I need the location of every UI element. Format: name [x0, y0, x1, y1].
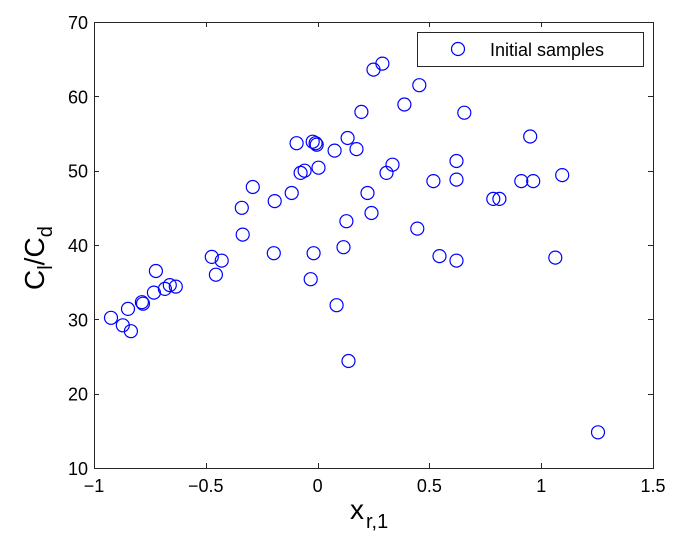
data-point-circle-icon — [305, 134, 320, 149]
data-point-circle-icon — [148, 263, 163, 279]
data-point-circle-icon — [410, 221, 425, 236]
data-point-circle-icon — [426, 174, 441, 189]
data-point-circle-icon — [245, 179, 260, 195]
y-axis-label-c2: C — [19, 237, 50, 257]
data-point-circle-icon — [162, 278, 177, 293]
x-tick-label: 0 — [313, 476, 323, 496]
data-point-circle-icon — [526, 174, 541, 189]
y-tick-label: 70 — [68, 13, 88, 33]
data-point-circle-icon — [329, 298, 344, 313]
x-tick-label: 0.5 — [417, 476, 442, 496]
y-axis-label-sub2: d — [35, 226, 57, 237]
plot-area — [94, 22, 653, 468]
x-tick-labels: −1 −0.5 0 0.5 1 1.5 — [84, 476, 666, 496]
data-point-circle-icon — [204, 249, 219, 264]
x-tick-label: −0.5 — [188, 476, 224, 496]
data-point-circle-icon — [284, 185, 299, 201]
data-point-circle-icon — [449, 253, 464, 268]
data-point-circle-icon — [308, 136, 323, 151]
data-point-circle-icon — [120, 301, 136, 316]
x-axis-label: x r,1 — [350, 494, 388, 533]
data-point-circle-icon — [364, 205, 379, 221]
data-point-circle-icon — [336, 240, 351, 255]
data-point-circle-icon — [266, 246, 281, 261]
data-point-circle-icon — [523, 129, 538, 144]
data-point-circle-icon — [590, 425, 606, 440]
y-tick-label: 40 — [68, 236, 88, 256]
data-point-circle-icon — [289, 136, 304, 151]
y-axis-label-sub1: l — [35, 265, 57, 269]
x-axis-label-main: x — [350, 494, 364, 525]
data-points — [103, 56, 606, 440]
data-point-circle-icon — [123, 324, 138, 339]
data-point-circle-icon — [385, 157, 400, 172]
data-point-circle-icon — [214, 253, 229, 268]
data-point-circle-icon — [555, 168, 570, 183]
y-tick-label: 20 — [68, 385, 88, 405]
data-point-circle-icon — [341, 353, 356, 369]
x-axis-label-sub: r,1 — [366, 511, 388, 533]
legend: Initial samples — [417, 32, 644, 67]
y-axis-label-c1: C — [19, 270, 50, 290]
data-point-circle-icon — [208, 267, 223, 282]
y-tick-label: 60 — [68, 87, 88, 107]
data-point-circle-icon — [375, 56, 390, 71]
data-point-circle-icon — [486, 191, 501, 206]
data-point-circle-icon — [548, 250, 563, 265]
data-point-circle-icon — [412, 78, 427, 93]
data-point-circle-icon — [306, 246, 321, 261]
y-tick-label: 10 — [68, 459, 88, 479]
data-point-circle-icon — [327, 143, 342, 158]
data-point-circle-icon — [449, 153, 464, 169]
data-point-circle-icon — [157, 281, 172, 296]
legend-marker-circle-icon — [450, 41, 466, 57]
data-point-circle-icon — [311, 160, 326, 175]
data-point-circle-icon — [303, 272, 318, 287]
data-point-circle-icon — [168, 279, 183, 294]
x-tick-label: −1 — [84, 476, 105, 496]
data-point-circle-icon — [360, 185, 375, 201]
data-point-circle-icon — [432, 249, 447, 264]
data-point-circle-icon — [297, 163, 312, 178]
data-point-circle-icon — [457, 105, 472, 120]
data-point-circle-icon — [103, 310, 119, 325]
data-point-circle-icon — [146, 285, 161, 300]
data-point-circle-icon — [293, 165, 308, 180]
y-axis-label-slash: / — [19, 257, 50, 265]
data-point-circle-icon — [514, 174, 529, 189]
data-point-circle-icon — [234, 200, 249, 215]
data-point-circle-icon — [339, 214, 354, 229]
x-tick-label: 1 — [536, 476, 546, 496]
data-point-circle-icon — [134, 295, 149, 310]
data-point-circle-icon — [309, 137, 324, 152]
data-point-circle-icon — [349, 142, 364, 157]
y-axis-label: Cl/Cd — [19, 226, 57, 290]
data-point-circle-icon — [340, 130, 355, 146]
legend-box — [417, 32, 644, 67]
axes-frame — [94, 22, 654, 469]
x-tick-label: 1.5 — [640, 476, 665, 496]
legend-label: Initial samples — [490, 40, 604, 60]
data-point-circle-icon — [449, 172, 464, 187]
y-tick-label: 50 — [68, 162, 88, 182]
data-point-circle-icon — [354, 104, 369, 120]
y-tick-labels: 10 20 30 40 50 60 70 — [68, 13, 88, 479]
data-point-circle-icon — [235, 227, 250, 242]
data-point-circle-icon — [397, 97, 412, 112]
data-point-circle-icon — [492, 191, 507, 206]
data-point-circle-icon — [267, 194, 282, 209]
data-point-circle-icon — [135, 296, 151, 311]
y-tick-label: 30 — [68, 310, 88, 330]
